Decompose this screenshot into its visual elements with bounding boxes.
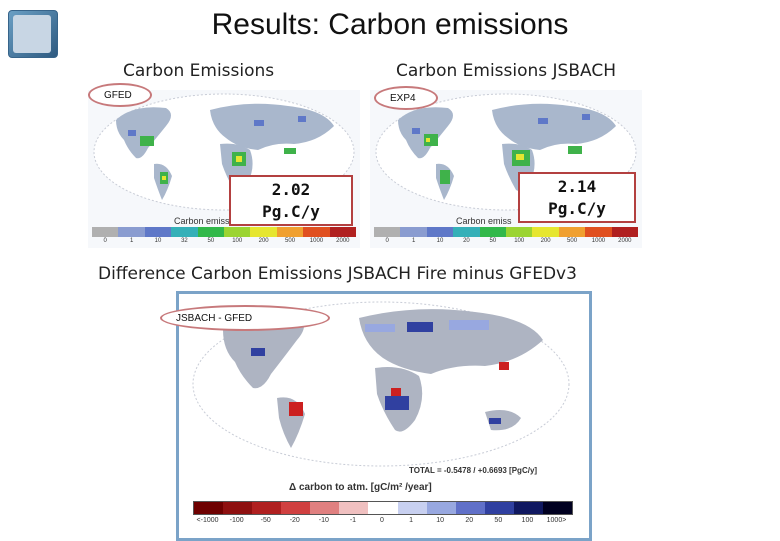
- scale-tick: 1000: [591, 238, 606, 244]
- scale-tick: 32: [181, 238, 188, 244]
- scale-tick: 10: [436, 238, 444, 244]
- colorbar-cell: [310, 502, 340, 514]
- scale-tick: 50: [207, 238, 215, 244]
- colorbar-cell: [368, 502, 398, 514]
- colorbar-cell: [585, 227, 612, 237]
- colorbar-cell: [223, 502, 253, 514]
- scale-tick: 200: [540, 238, 551, 244]
- scale-tick: -1: [349, 517, 357, 524]
- colorbar-cell: [558, 227, 586, 237]
- colorbar-cell: [281, 502, 311, 514]
- colorbar-cell: [397, 502, 427, 514]
- colorbar-cell: [339, 502, 369, 514]
- colorbar-cell: [144, 227, 172, 237]
- colorbar-cell: [400, 227, 427, 237]
- right-scale-ticks: 0 1 10 20 50 100 200 500 1000 2000: [374, 238, 638, 244]
- left-value: 2.02: [271, 180, 311, 199]
- scale-tick: -10: [318, 517, 329, 524]
- colorbar-cell: [276, 227, 304, 237]
- scale-tick: <-1000: [196, 517, 219, 524]
- colorbar-cell: [224, 227, 251, 237]
- scale-tick: 1000>: [546, 517, 567, 524]
- scale-tick: -100: [229, 517, 244, 524]
- colorbar-cell: [197, 227, 225, 237]
- colorbar-cell: [118, 227, 145, 237]
- colorbar-cell: [171, 227, 198, 237]
- colorbar-cell: [506, 227, 533, 237]
- colorbar-cell: [329, 227, 357, 237]
- left-heading: Carbon Emissions: [123, 61, 275, 81]
- logo: [8, 10, 58, 58]
- right-colorbar: [374, 227, 639, 237]
- colorbar-cell: [513, 502, 543, 514]
- diff-heading: Difference Carbon Emissions JSBACH Fire …: [98, 264, 577, 284]
- difference-scale-ticks: <-1000 -100 -50 -20 -10 -1 0 1 10 20 50 100 1000>: [193, 517, 571, 524]
- right-value: 2.14: [557, 177, 597, 196]
- scale-tick: 10: [154, 238, 162, 244]
- logo-image: [13, 15, 51, 53]
- right-caption: Carbon emiss: [456, 216, 512, 226]
- scale-tick: 100: [232, 238, 243, 244]
- scale-tick: 1000: [309, 238, 324, 244]
- scale-tick: 200: [258, 238, 269, 244]
- left-colorbar: [92, 227, 357, 237]
- right-map-panel: Carbon emiss 0 1 10 20 50 100 200 500 1000 2000: [370, 90, 642, 248]
- scale-tick: 1: [411, 238, 416, 244]
- difference-map-frame: TOTAL = -0.5478 / +0.6693 [PgC/y] Δ carb…: [176, 291, 592, 541]
- colorbar-cell: [250, 227, 277, 237]
- right-value-callout: 2.14 Pg.C/y: [518, 172, 636, 223]
- scale-tick: 50: [489, 238, 497, 244]
- colorbar-cell: [532, 227, 559, 237]
- colorbar-cell: [453, 227, 480, 237]
- scale-tick: 2000: [618, 238, 632, 244]
- right-unit: Pg.C/y: [548, 199, 606, 218]
- author-email: [219, 466, 221, 472]
- scale-tick: 1: [409, 517, 414, 524]
- scale-tick: 2000: [336, 238, 350, 244]
- scale-tick: 100: [514, 238, 525, 244]
- left-scale-ticks: 0 1 10 32 50 100 200 500 1000 2000: [92, 238, 356, 244]
- scale-tick: -50: [260, 517, 271, 524]
- colorbar-cell: [542, 502, 573, 514]
- scale-tick: 0: [103, 238, 107, 244]
- scale-tick: 0: [385, 238, 389, 244]
- scale-tick: 500: [567, 238, 578, 244]
- right-heading: Carbon Emissions JSBACH: [396, 61, 616, 81]
- colorbar-cell: [92, 227, 119, 237]
- colorbar-cell: [252, 502, 282, 514]
- exp4-tag: EXP4: [374, 86, 438, 110]
- colorbar-cell: [426, 227, 454, 237]
- difference-caption: Δ carbon to atm. [gC/m² /year]: [289, 482, 432, 493]
- colorbar-cell: [374, 227, 401, 237]
- colorbar-cell: [484, 502, 514, 514]
- difference-colorbar: [193, 501, 573, 515]
- slide-title: Results: Carbon emissions: [211, 8, 569, 41]
- scale-tick: 500: [285, 238, 296, 244]
- scale-tick: 10: [436, 517, 445, 524]
- scale-tick: 100: [521, 517, 534, 524]
- colorbar-cell: [455, 502, 485, 514]
- colorbar-cell: [303, 227, 330, 237]
- colorbar-cell: [194, 502, 224, 514]
- left-caption: Carbon emiss: [174, 216, 230, 226]
- gfed-tag: GFED: [88, 83, 152, 107]
- scale-tick: -20: [289, 517, 300, 524]
- colorbar-cell: [479, 227, 507, 237]
- left-value-callout: 2.02 Pg.C/y: [229, 175, 353, 226]
- difference-map: [192, 301, 570, 467]
- jsbach-gfed-tag: JSBACH - GFED: [160, 305, 330, 331]
- colorbar-cell: [426, 502, 456, 514]
- colorbar-cell: [611, 227, 639, 237]
- scale-tick: 1: [129, 238, 134, 244]
- scale-tick: 20: [465, 517, 474, 524]
- scale-tick: 20: [463, 238, 470, 244]
- scale-tick: 0: [380, 517, 384, 524]
- total-label: TOTAL = -0.5478 / +0.6693 [PgC/y]: [409, 466, 538, 475]
- left-unit: Pg.C/y: [262, 202, 320, 221]
- scale-tick: 50: [494, 517, 503, 524]
